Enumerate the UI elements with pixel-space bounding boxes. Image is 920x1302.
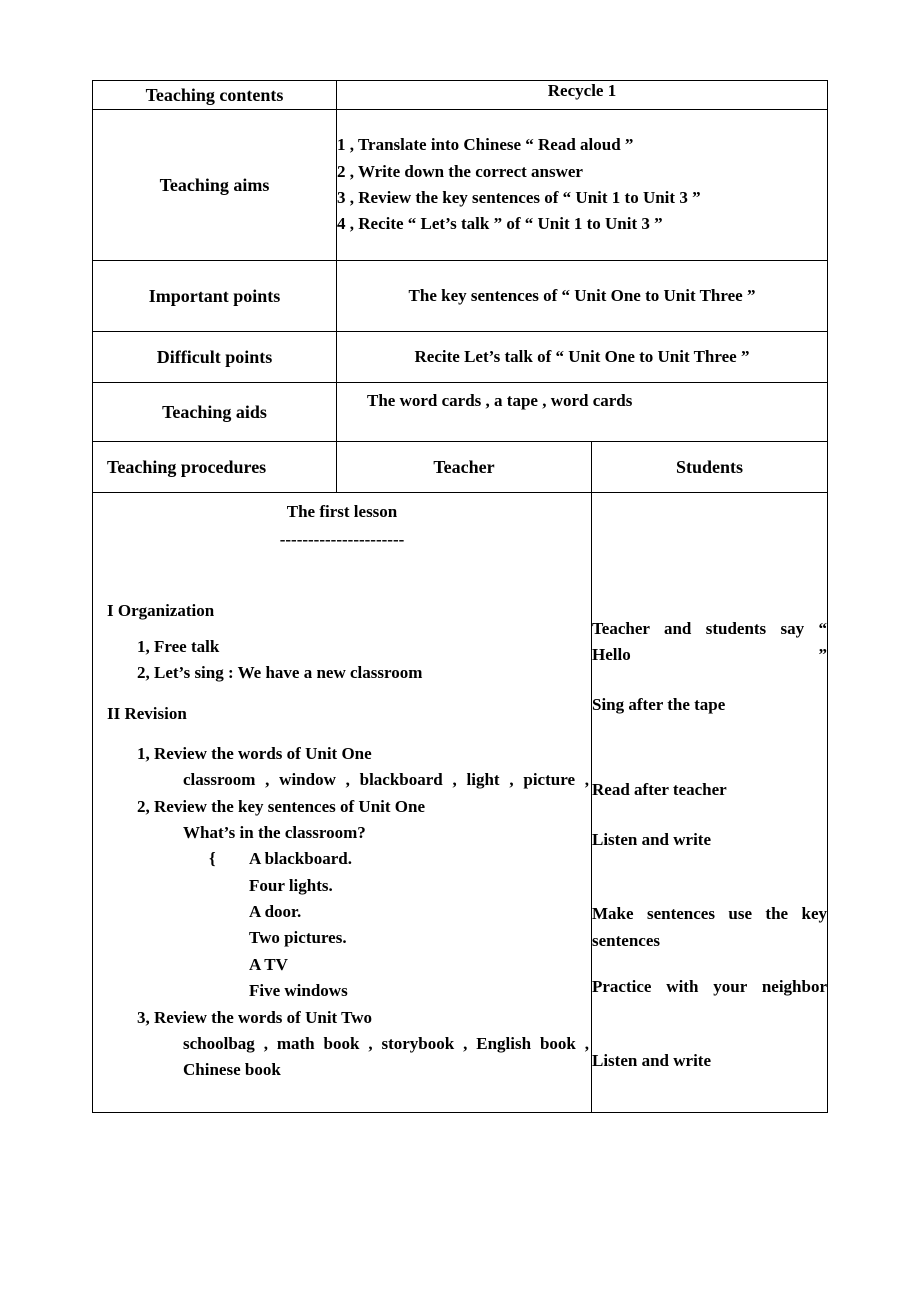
row-procedures-header: Teaching procedures Teacher Students [93,442,828,493]
rev-item-3: 3, Review the words of Unit Two [137,1005,591,1031]
teacher-column: The first lesson ---------------------- … [93,493,592,1113]
row-teaching-aims: Teaching aims 1 , Translate into Chinese… [93,110,828,261]
value-important-points: The key sentences of “ Unit One to Unit … [337,261,828,332]
rev-item-2-question: What’s in the classroom? [183,820,591,846]
header-teacher: Teacher [337,442,592,493]
student-note-1: Teacher and students say “ Hello ” [592,616,827,669]
page: Teaching contents Recycle 1 Teaching aim… [0,0,920,1302]
student-note-3: Read after teacher [592,777,827,803]
row-teaching-contents: Teaching contents Recycle 1 [93,81,828,110]
student-note-5: Make sentences use the key sentences [592,901,827,954]
lesson-title-underline: ---------------------- [93,527,591,553]
label-difficult-points: Difficult points [93,332,337,383]
section-revision: II Revision [107,701,591,727]
answer-3: A door. [249,899,352,925]
org-item-1: 1, Free talk [137,634,591,660]
aim-3: 3 , Review the key sentences of “ Unit 1… [337,185,827,211]
label-teaching-contents: Teaching contents [93,81,337,110]
section-organization: I Organization [107,598,591,624]
org-item-2: 2, Let’s sing : We have a new classroom [137,660,591,686]
label-teaching-procedures: Teaching procedures [93,442,337,493]
lesson-plan-table: Teaching contents Recycle 1 Teaching aim… [92,80,828,1113]
student-note-2: Sing after the tape [592,692,827,718]
rev-item-1-words: classroom , window , blackboard , light … [183,767,591,793]
label-important-points: Important points [93,261,337,332]
answer-6: Five windows [249,978,352,1004]
answer-5: A TV [249,952,352,978]
value-teaching-aims: 1 , Translate into Chinese “ Read aloud … [337,110,828,261]
student-note-7: Listen and write [592,1048,827,1074]
rev-item-2: 2, Review the key sentences of Unit One [137,794,591,820]
brace-symbol: { [209,846,249,1004]
aim-4: 4 , Recite “ Let’s talk ” of “ Unit 1 to… [337,211,827,237]
answer-2: Four lights. [249,873,352,899]
aim-2: 2 , Write down the correct answer [337,159,827,185]
label-teaching-aids: Teaching aids [93,383,337,442]
value-teaching-aids: The word cards , a tape , word cards [337,383,828,442]
students-column: Teacher and students say “ Hello ” Sing … [592,493,828,1113]
label-teaching-aims: Teaching aims [93,110,337,261]
student-note-6: Practice with your neighbor [592,974,827,1000]
answer-4: Two pictures. [249,925,352,951]
value-teaching-contents: Recycle 1 [337,81,828,110]
row-body: The first lesson ---------------------- … [93,493,828,1113]
value-difficult-points: Recite Let’s talk of “ Unit One to Unit … [337,332,828,383]
rev-item-3-words: schoolbag , math book , storybook , Engl… [183,1031,591,1084]
answers-list: A blackboard. Four lights. A door. Two p… [249,846,352,1004]
answer-1: A blackboard. [249,846,352,872]
row-important-points: Important points The key sentences of “ … [93,261,828,332]
rev-item-1: 1, Review the words of Unit One [137,741,591,767]
lesson-title: The first lesson [93,499,591,525]
header-students: Students [592,442,828,493]
student-note-4: Listen and write [592,827,827,853]
row-teaching-aids: Teaching aids The word cards , a tape , … [93,383,828,442]
aim-1: 1 , Translate into Chinese “ Read aloud … [337,132,827,158]
row-difficult-points: Difficult points Recite Let’s talk of “ … [93,332,828,383]
